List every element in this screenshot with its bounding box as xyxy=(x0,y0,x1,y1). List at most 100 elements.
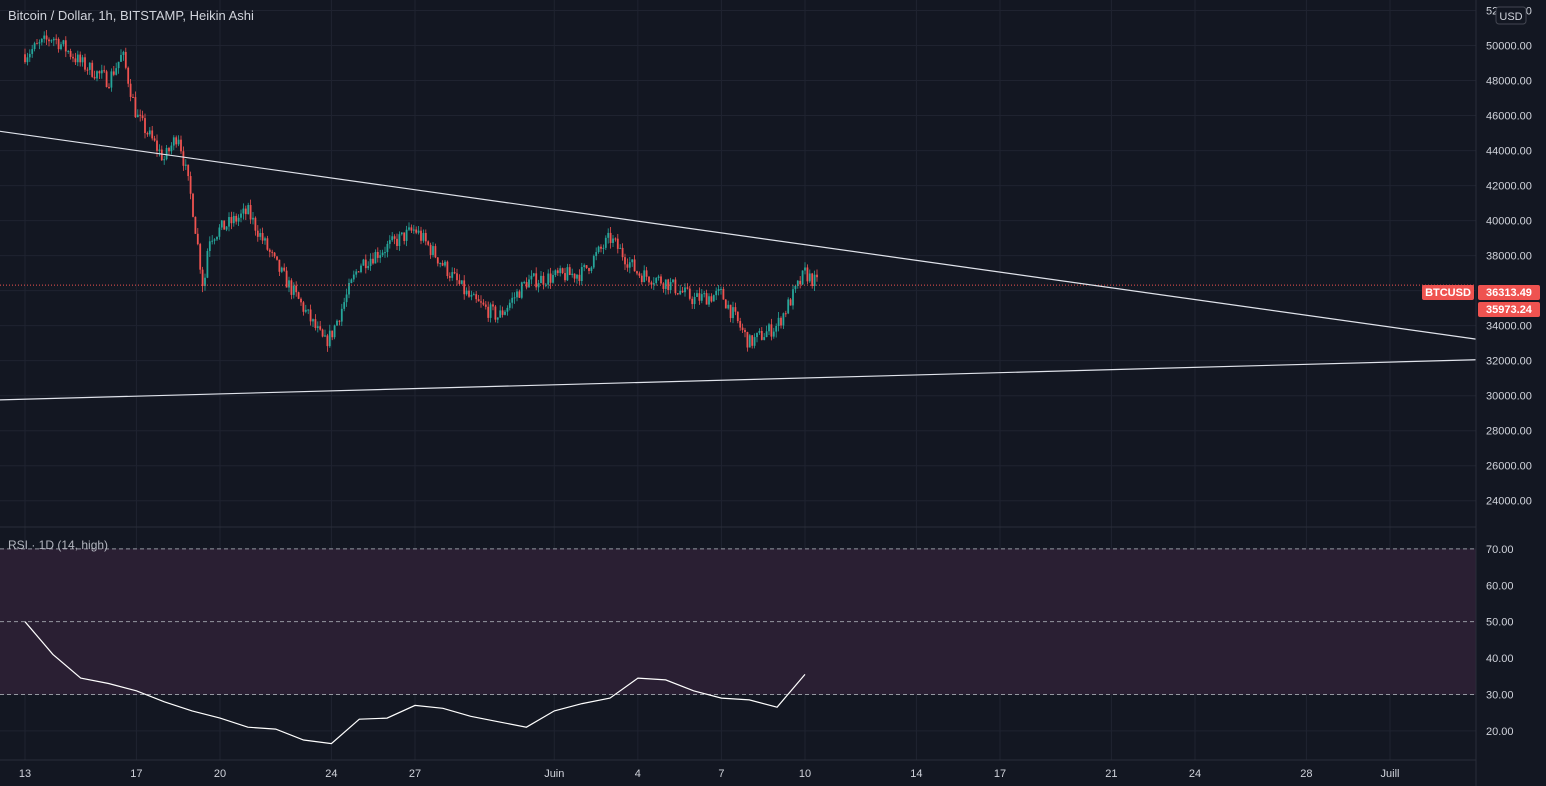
candle-body xyxy=(170,145,173,152)
candle-body xyxy=(708,296,710,305)
candle-body xyxy=(144,118,146,133)
candle-body xyxy=(765,331,768,338)
candle-body xyxy=(691,298,694,305)
candle-body xyxy=(420,230,422,241)
currency-button[interactable] xyxy=(1495,6,1527,25)
candle-body xyxy=(261,232,264,241)
candle-body xyxy=(597,246,600,253)
candle-body xyxy=(621,247,624,258)
candle-body xyxy=(427,241,430,245)
candle-body xyxy=(700,294,703,301)
candle-body xyxy=(81,57,84,63)
candle-body xyxy=(770,324,773,337)
candle-body xyxy=(662,283,665,289)
candle-body xyxy=(369,258,372,266)
candle-body xyxy=(316,326,319,328)
trendline-upper[interactable] xyxy=(0,130,1477,340)
candle-body xyxy=(384,252,386,254)
candle-body xyxy=(237,217,240,222)
candle-body xyxy=(748,335,751,348)
candle-body xyxy=(532,273,535,276)
candle-body xyxy=(100,70,103,74)
candle-body xyxy=(657,276,660,278)
rsi-tick-label: 20.00 xyxy=(1486,726,1514,738)
candle-body xyxy=(264,238,266,241)
candle-body xyxy=(271,251,274,253)
candle-body xyxy=(429,244,432,255)
candle-body xyxy=(333,325,336,338)
candle-body xyxy=(724,299,727,309)
chart-title[interactable]: Bitcoin / Dollar, 1h, BITSTAMP, Heikin A… xyxy=(8,8,254,23)
time-tick-label: 4 xyxy=(635,768,641,780)
candle-body xyxy=(338,320,341,322)
price-axis[interactable]: 52000.0050000.0048000.0046000.0044000.00… xyxy=(1486,6,1532,508)
candle-body xyxy=(391,236,394,241)
price-tick-label: 40000.00 xyxy=(1486,216,1532,228)
time-tick-label: 17 xyxy=(994,768,1006,780)
candle-body xyxy=(343,302,346,309)
candle-body xyxy=(163,159,166,161)
price-tick-label: 24000.00 xyxy=(1486,496,1532,508)
candle-body xyxy=(31,49,34,54)
candle-body xyxy=(340,308,343,322)
candle-body xyxy=(501,310,504,315)
candle-body xyxy=(444,261,446,266)
candle-body xyxy=(33,43,36,50)
candle-body xyxy=(60,44,62,50)
rsi-axis[interactable]: 70.00 60.00 50.00 40.00 30.00 20.00 xyxy=(1486,544,1514,738)
candle-body xyxy=(626,264,629,268)
candle-body xyxy=(650,282,653,285)
price-tick-label: 46000.00 xyxy=(1486,111,1532,123)
candle-body xyxy=(775,325,778,332)
candle-body xyxy=(448,276,451,278)
candle-body xyxy=(660,276,662,284)
candle-body xyxy=(705,293,708,305)
candle-body xyxy=(736,311,739,322)
candle-body xyxy=(602,247,605,249)
candle-body xyxy=(453,272,456,274)
candle-body xyxy=(516,291,518,298)
candle-body xyxy=(86,69,89,71)
candle-body xyxy=(458,280,461,284)
candle-body xyxy=(278,259,281,272)
candle-body xyxy=(345,294,348,303)
candle-body xyxy=(52,38,55,41)
currency-button-label: USD xyxy=(1499,11,1522,23)
candle-body xyxy=(744,329,746,333)
candle-body xyxy=(542,275,545,285)
candle-body xyxy=(120,54,122,62)
candle-body xyxy=(470,294,473,297)
candle-body xyxy=(484,304,487,307)
candle-body xyxy=(693,296,696,305)
candle-body xyxy=(304,309,307,312)
candle-body xyxy=(324,335,326,337)
candle-body xyxy=(727,304,730,309)
candle-body xyxy=(753,337,756,346)
trendlines[interactable] xyxy=(0,130,1477,401)
candle-body xyxy=(552,275,554,283)
candle-body xyxy=(554,270,557,276)
time-axis[interactable]: 13 17 20 24 27 Juin 4 7 10 14 17 21 24 28 Juill xyxy=(19,768,1400,780)
candle-body xyxy=(290,280,293,295)
candle-body xyxy=(528,279,530,288)
candle-body xyxy=(64,40,67,52)
candle-body xyxy=(74,58,77,63)
candle-body xyxy=(105,71,108,88)
candle-body xyxy=(456,273,458,281)
candle-body xyxy=(194,216,197,234)
candle-body xyxy=(590,267,593,271)
candle-body xyxy=(50,40,53,42)
time-tick-label: Juin xyxy=(544,768,564,780)
candle-body xyxy=(477,299,480,302)
candle-body xyxy=(463,280,466,295)
candle-body xyxy=(288,280,290,288)
candle-body xyxy=(259,232,262,237)
candle-body xyxy=(600,246,602,249)
trendline-lower[interactable] xyxy=(0,359,1477,401)
candle-body xyxy=(816,274,818,278)
candle-body xyxy=(146,132,149,135)
candle-body xyxy=(302,302,305,312)
rsi-indicator-label[interactable]: RSI · 1D (14, high) xyxy=(8,538,108,552)
candle-body xyxy=(400,232,403,235)
